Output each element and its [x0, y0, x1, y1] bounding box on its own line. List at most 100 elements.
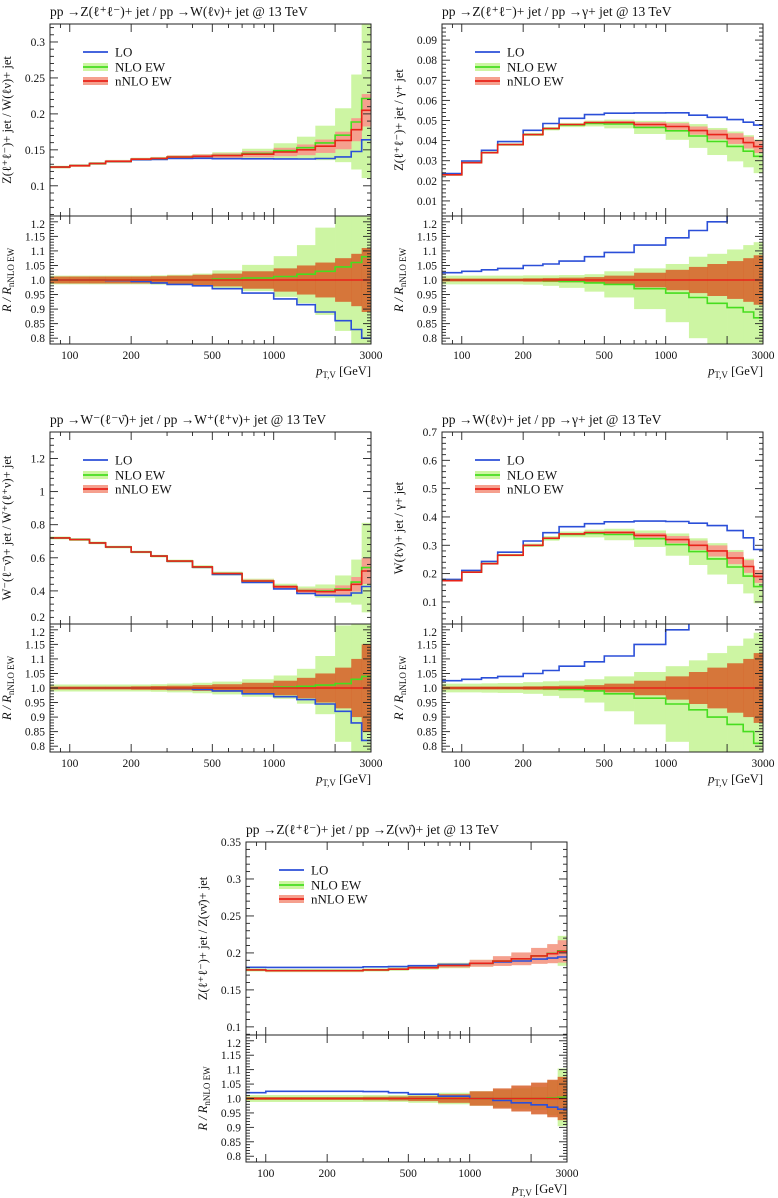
x-label-main: p: [511, 1182, 518, 1196]
x-label-unit: [GeV]: [336, 364, 371, 378]
ratio-y-tick-label: 1.0: [227, 1094, 242, 1106]
x-tick-label: 3000: [360, 758, 383, 770]
plot-title: pp →Z(ℓ⁺ℓ⁻)+ jet / pp →Z(νν̄)+ jet @ 13 …: [246, 822, 499, 837]
x-label-sub: T,V: [714, 778, 728, 788]
ratio-y-tick-label: 1.1: [31, 654, 46, 666]
y-tick-label: 0.2: [31, 109, 46, 121]
y-tick-label: 0.7: [423, 427, 438, 439]
y-tick-label: 0.3: [423, 540, 438, 552]
x-axis-ticks: [441, 24, 764, 344]
y-axis-ticks: [442, 23, 763, 345]
legend-label: LO: [507, 45, 524, 60]
ratio-y-tick-label: 1.15: [417, 639, 437, 651]
y-tick-label: 0.03: [417, 156, 437, 168]
ratio-y-tick-label: 0.85: [25, 727, 45, 739]
ratio-y-tick-label: 1.15: [25, 231, 45, 243]
y-tick-label: 0.4: [31, 586, 46, 598]
x-tick-label: 1000: [262, 758, 285, 770]
ratio-y-tick-label: 1.1: [423, 246, 438, 258]
x-tick-label: 3000: [752, 758, 775, 770]
plot-panel-3: 100 200 500 1000 3000 0.2 0.4 0.6 0.8 1 1.2 0.8 0.85…: [0, 412, 383, 788]
ratio-label-sub: nNLO EW: [6, 247, 16, 287]
x-label-unit: [GeV]: [336, 772, 371, 786]
y-tick-label: 0.35: [221, 837, 241, 849]
ratio-y-tick-label: 0.8: [423, 741, 438, 753]
x-tick-label: 100: [61, 350, 79, 362]
legend-label: LO: [115, 453, 132, 468]
ratio-y-tick-label: 0.8: [423, 333, 438, 345]
x-tick-label: 3000: [360, 350, 383, 362]
ratio-y-tick-label: 0.85: [417, 319, 437, 331]
ratio-y-tick-label: 1.2: [423, 219, 438, 231]
x-tick-label: 200: [515, 758, 533, 770]
x-tick-label: 500: [204, 350, 222, 362]
x-tick-label: 1000: [458, 1168, 481, 1180]
legend-label: nNLO EW: [115, 74, 172, 89]
ratio-y-tick-label: 1.1: [227, 1065, 242, 1077]
ratio-y-tick-label: 1.2: [227, 1038, 242, 1050]
y-tick-label: 0.15: [221, 985, 241, 997]
legend-label: NLO EW: [507, 468, 558, 483]
x-tick-label: 100: [453, 350, 471, 362]
y-tick-label: 1.2: [31, 453, 46, 465]
y-axis-label: W⁻(ℓ⁻ν̄)+ jet / W⁺(ℓ⁺ν)+ jet: [0, 455, 14, 600]
ratio-y-tick-label: 1.05: [417, 668, 437, 680]
ratio-y-tick-label: 1.2: [31, 627, 46, 639]
ratio-y-tick-label: 1.1: [423, 654, 438, 666]
y-tick-label: 0.25: [221, 911, 241, 923]
ratio-y-tick-label: 0.85: [417, 727, 437, 739]
plot-frame: [49, 23, 372, 345]
plot-frame: [441, 431, 764, 753]
x-axis-label: pT,V [GeV]: [707, 772, 763, 788]
ratio-y-tick-label: 0.95: [25, 698, 45, 710]
legend-label: LO: [115, 45, 132, 60]
legend-label: NLO EW: [115, 60, 166, 75]
ratio-y-tick-label: 1.15: [417, 231, 437, 243]
x-axis-ticks: [441, 432, 764, 752]
y-axis-ticks: [50, 27, 371, 345]
nnlo-ew-line: [50, 537, 371, 593]
nnlo-ew-line: [50, 109, 371, 168]
ratio-y-tick-label: 1.2: [423, 627, 438, 639]
main-plot-area: [50, 24, 371, 179]
y-tick-label: 0.2: [423, 569, 438, 581]
y-tick-label: 0.04: [417, 136, 437, 148]
ratio-plot-area: [246, 1068, 567, 1127]
x-axis-ticks: [245, 842, 568, 1162]
x-tick-label: 100: [257, 1168, 275, 1180]
x-axis-label: pT,V [GeV]: [315, 364, 371, 380]
ratio-y-tick-label: 0.9: [423, 712, 438, 724]
ratio-y-tick-label: 0.8: [227, 1151, 242, 1163]
ratio-label-main: R / R: [392, 695, 406, 721]
ratio-y-tick-label: 1.05: [221, 1079, 241, 1091]
legend-label: NLO EW: [507, 60, 558, 75]
x-axis-ticks: [49, 432, 372, 752]
y-tick-label: 0.2: [227, 948, 242, 960]
ratio-plot-area: [50, 216, 371, 344]
ratio-y-tick-label: 0.8: [31, 333, 46, 345]
legend-label: nNLO EW: [311, 892, 368, 907]
ratio-lo-line: [442, 216, 728, 274]
ratio-label-sub: nNLO EW: [6, 655, 16, 695]
ratio-y-tick-label: 0.95: [221, 1108, 241, 1120]
y-axis-ticks: [246, 841, 567, 1163]
y-tick-label: 0.1: [423, 597, 438, 609]
x-tick-label: 1000: [654, 758, 677, 770]
ratio-label-sub: nNLO EW: [398, 655, 408, 695]
nnlo-ew-line: [442, 121, 763, 176]
y-axis-label: Z(ℓ⁺ℓ⁻)+ jet / W(ℓν)+ jet: [0, 56, 14, 184]
ratio-y-axis-label: R / RnNLO EW: [196, 1066, 212, 1132]
plot-title: pp →Z(ℓ⁺ℓ⁻)+ jet / pp →W(ℓν)+ jet @ 13 T…: [50, 4, 308, 19]
x-label-sub: T,V: [714, 370, 728, 380]
x-label-unit: [GeV]: [728, 772, 763, 786]
ratio-y-tick-label: 1.05: [25, 260, 45, 272]
y-tick-label: 0.25: [25, 73, 45, 85]
x-axis-label: pT,V [GeV]: [511, 1182, 567, 1198]
ratio-label-sub: nNLO EW: [202, 1066, 212, 1106]
ratio-label-main: R / R: [0, 695, 14, 721]
ratio-y-tick-label: 1.0: [31, 275, 46, 287]
plot-frame: [441, 23, 764, 345]
